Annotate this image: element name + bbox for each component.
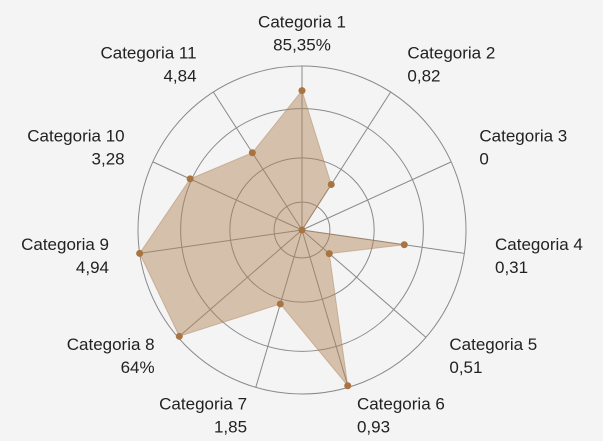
spoke <box>139 229 303 254</box>
spoke <box>301 229 427 338</box>
point-label: 4,84 <box>163 66 196 85</box>
point-label: 3,28 <box>92 149 125 168</box>
radar-point <box>175 332 183 340</box>
point-label: 0,31 <box>495 258 528 277</box>
point-label: 64% <box>121 358 155 377</box>
category-label: Categoria 1 <box>258 12 346 31</box>
radar-point <box>248 149 256 157</box>
category-label: Categoria 8 <box>67 335 155 354</box>
point-label: 85,35% <box>273 35 331 54</box>
spoke <box>301 161 452 231</box>
category-label: Categoria 7 <box>159 395 247 414</box>
spoke <box>152 161 303 231</box>
category-label: Categoria 4 <box>495 235 583 254</box>
point-label: 0,51 <box>449 358 482 377</box>
category-label: Categoria 11 <box>100 43 196 62</box>
point-label: 0,93 <box>357 418 390 437</box>
point-label: 1,85 <box>214 418 247 437</box>
point-label: 0 <box>479 149 488 168</box>
radar-point <box>298 226 306 234</box>
radar-point <box>186 175 194 183</box>
radar-point <box>327 180 335 188</box>
spoke <box>177 229 303 338</box>
category-label: Categoria 5 <box>449 335 537 354</box>
spoke <box>212 91 303 231</box>
spoke <box>255 229 303 388</box>
radar-point <box>344 382 352 390</box>
spoke <box>301 229 465 254</box>
radar-area <box>139 89 405 388</box>
category-label: Categoria 2 <box>407 43 495 62</box>
spoke <box>301 229 349 388</box>
radar-point <box>298 87 306 95</box>
category-label: Categoria 10 <box>27 126 124 145</box>
category-label: Categoria 6 <box>357 395 445 414</box>
category-label: Categoria 3 <box>479 126 567 145</box>
radar-point <box>325 250 333 258</box>
radar-point <box>136 249 144 257</box>
spoke <box>301 91 392 231</box>
radar-point <box>276 300 284 308</box>
point-label: 4,94 <box>76 258 109 277</box>
category-label: Categoria 9 <box>21 235 109 254</box>
point-label: 0,82 <box>407 66 440 85</box>
radar-point <box>400 241 408 249</box>
